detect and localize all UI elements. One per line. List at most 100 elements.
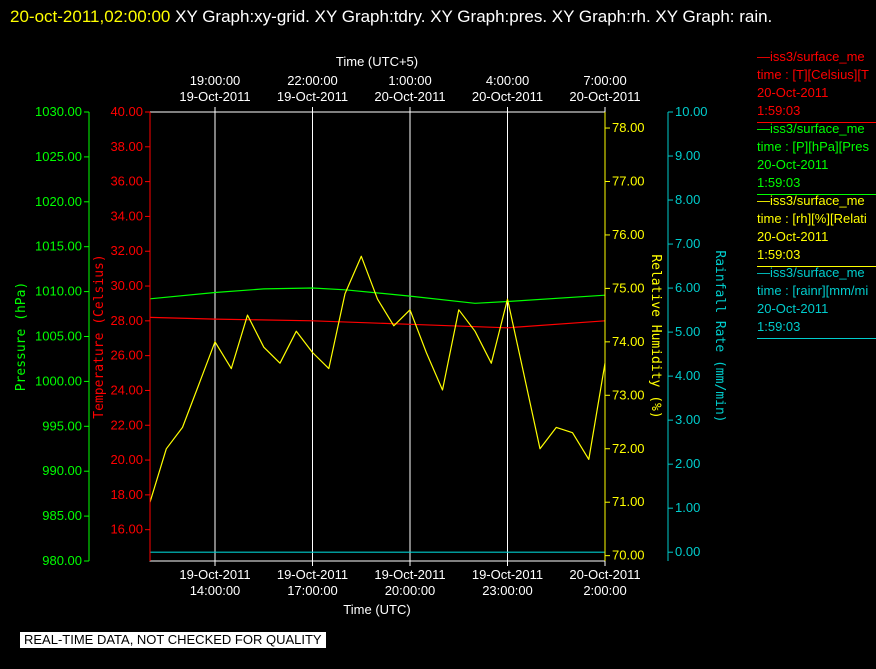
temperature-axis-label: Temperature (Celsius): [92, 254, 107, 418]
pressure-series-line: [149, 287, 606, 304]
legend-variable: time : [rainr][mm/mi: [757, 283, 869, 298]
x-tick-label-time-top: 19:00:00: [190, 73, 241, 88]
rain-tick-label: 6.00: [675, 280, 700, 295]
pressure-tick-label: 990.00: [42, 463, 82, 478]
humidity-tick-label: 76.00: [612, 227, 645, 242]
rain-tick-label: 9.00: [675, 148, 700, 163]
legend-time: 1:59:03: [757, 103, 801, 118]
humidity-tick-label: 74.00: [612, 334, 645, 349]
legend-time: 1:59:03: [757, 175, 801, 190]
quality-disclaimer: REAL-TIME DATA, NOT CHECKED FOR QUALITY: [20, 632, 326, 648]
temperature-tick-label: 36.00: [110, 174, 143, 189]
x-tick-label-date-bottom: 20-Oct-2011: [569, 567, 640, 582]
rain-tick-label: 1.00: [675, 500, 700, 515]
humidity-series-line: [149, 255, 606, 503]
pressure-tick-label: 995.00: [42, 418, 82, 433]
axes: 19-Oct-201114:00:0019:00:0019-Oct-201119…: [14, 73, 727, 598]
legend-entry-humidity: —iss3/surface_me time : [rh][%][Relati 2…: [757, 192, 876, 267]
legend-entry-temperature: —iss3/surface_me time : [T][Celsius][T 2…: [757, 48, 876, 123]
rain-tick-label: 8.00: [675, 192, 700, 207]
x-tick-label-time-bottom: 17:00:00: [287, 583, 338, 598]
temperature-tick-label: 16.00: [110, 522, 143, 537]
legend-entry-pressure: —iss3/surface_me time : [P][hPa][Pres 20…: [757, 120, 876, 195]
x-tick-label-time-top: 22:00:00: [287, 73, 338, 88]
data-series: [149, 255, 606, 553]
legend-series-name: —iss3/surface_me: [757, 193, 865, 208]
humidity-tick-label: 73.00: [612, 387, 645, 402]
pressure-tick-label: 985.00: [42, 508, 82, 523]
temperature-tick-label: 20.00: [110, 452, 143, 467]
pressure-tick-label: 1000.00: [35, 373, 82, 388]
plot-frame: [149, 111, 606, 562]
legend-date: 20-Oct-2011: [757, 157, 829, 172]
pressure-tick-label: 1020.00: [35, 194, 82, 209]
x-axis-label-bottom: Time (UTC): [343, 602, 410, 617]
x-tick-label-time-top: 7:00:00: [583, 73, 626, 88]
legend-series-name: —iss3/surface_me: [757, 265, 865, 280]
rain-tick-label: 0.00: [675, 544, 700, 559]
rain-tick-label: 4.00: [675, 368, 700, 383]
rain-tick-label: 3.00: [675, 412, 700, 427]
legend-variable: time : [T][Celsius][T: [757, 67, 869, 82]
temperature-tick-label: 30.00: [110, 278, 143, 293]
temperature-tick-label: 40.00: [110, 104, 143, 119]
legend-variable: time : [P][hPa][Pres: [757, 139, 869, 154]
x-tick-label-time-bottom: 20:00:00: [385, 583, 436, 598]
x-tick-label-time-bottom: 23:00:00: [482, 583, 533, 598]
rain-tick-label: 10.00: [675, 104, 708, 119]
pressure-tick-label: 980.00: [42, 553, 82, 568]
temperature-tick-label: 32.00: [110, 243, 143, 258]
x-tick-label-date-bottom: 19-Oct-2011: [277, 567, 348, 582]
pressure-tick-label: 1030.00: [35, 104, 82, 119]
pressure-tick-label: 1025.00: [35, 149, 82, 164]
humidity-tick-label: 78.00: [612, 120, 645, 135]
temperature-tick-label: 34.00: [110, 208, 143, 223]
temperature-tick-label: 24.00: [110, 382, 143, 397]
gridlines: [214, 112, 508, 561]
x-tick-label-date-top: 19-Oct-2011: [179, 89, 250, 104]
x-tick-label-date-top: 20-Oct-2011: [472, 89, 543, 104]
x-tick-label-time-bottom: 14:00:00: [190, 583, 241, 598]
x-tick-label-date-top: 20-Oct-2011: [374, 89, 445, 104]
rain-tick-label: 2.00: [675, 456, 700, 471]
legend-entry-rain: —iss3/surface_me time : [rainr][mm/mi 20…: [757, 264, 876, 339]
rain-tick-label: 7.00: [675, 236, 700, 251]
x-tick-label-time-top: 4:00:00: [486, 73, 529, 88]
rain-tick-label: 5.00: [675, 324, 700, 339]
x-tick-label-date-top: 19-Oct-2011: [277, 89, 348, 104]
temperature-tick-label: 28.00: [110, 313, 143, 328]
pressure-tick-label: 1015.00: [35, 239, 82, 254]
legend-series-name: —iss3/surface_me: [757, 121, 865, 136]
pressure-tick-label: 1005.00: [35, 329, 82, 344]
pressure-axis-label: Pressure (hPa): [14, 282, 29, 392]
legend-variable: time : [rh][%][Relati: [757, 211, 867, 226]
x-tick-label-date-top: 20-Oct-2011: [569, 89, 640, 104]
temperature-tick-label: 18.00: [110, 487, 143, 502]
chart-title: 20-oct-2011,02:00:00 XY Graph:xy-grid. X…: [10, 2, 870, 31]
pressure-tick-label: 1010.00: [35, 284, 82, 299]
humidity-tick-label: 70.00: [612, 548, 645, 563]
x-tick-label-time-bottom: 2:00:00: [583, 583, 626, 598]
legend-time: 1:59:03: [757, 247, 801, 262]
legend-date: 20-Oct-2011: [757, 229, 829, 244]
humidity-tick-label: 75.00: [612, 280, 645, 295]
rain-axis-label: Rainfall Rate (mm/min): [712, 250, 727, 422]
x-tick-label-time-top: 1:00:00: [388, 73, 431, 88]
legend-time: 1:59:03: [757, 319, 801, 334]
legend-date: 20-Oct-2011: [757, 301, 829, 316]
temperature-tick-label: 38.00: [110, 139, 143, 154]
humidity-tick-label: 71.00: [612, 494, 645, 509]
plot-border: [149, 111, 606, 562]
temperature-tick-label: 22.00: [110, 417, 143, 432]
humidity-axis-label: Relative Humidity (%): [648, 254, 663, 418]
temperature-tick-label: 26.00: [110, 348, 143, 363]
x-tick-label-date-bottom: 19-Oct-2011: [179, 567, 250, 582]
humidity-tick-label: 72.00: [612, 441, 645, 456]
humidity-tick-label: 77.00: [612, 173, 645, 188]
title-text: XY Graph:xy-grid. XY Graph:tdry. XY Grap…: [175, 7, 773, 26]
x-axis-label-top: Time (UTC+5): [336, 54, 418, 69]
legend-date: 20-Oct-2011: [757, 85, 829, 100]
temperature-series-line: [149, 316, 606, 329]
title-timestamp: 20-oct-2011,02:00:00: [10, 7, 171, 26]
